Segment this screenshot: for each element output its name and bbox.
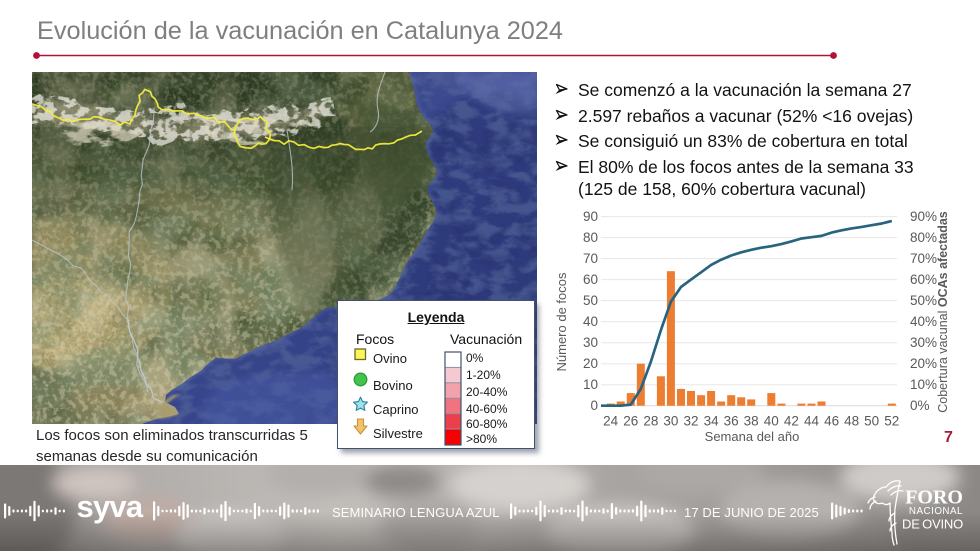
svg-text:20: 20 — [583, 356, 598, 371]
svg-text:40: 40 — [764, 414, 779, 429]
svg-text:0%: 0% — [910, 398, 930, 413]
svg-text:46: 46 — [824, 414, 839, 429]
svg-text:80%: 80% — [910, 230, 937, 245]
svg-text:10: 10 — [583, 377, 598, 392]
svg-text:Semana del año: Semana del año — [705, 429, 800, 444]
svg-text:34: 34 — [704, 414, 720, 429]
svg-text:70%: 70% — [910, 251, 937, 266]
svg-text:0: 0 — [590, 398, 598, 413]
svg-text:28: 28 — [643, 414, 658, 429]
svg-text:26: 26 — [623, 414, 638, 429]
svg-text:Número de focos: Número de focos — [554, 272, 569, 371]
svg-text:42: 42 — [784, 414, 799, 429]
svg-text:90: 90 — [583, 209, 598, 224]
svg-text:FORO: FORO — [905, 486, 963, 508]
svg-text:Cobertura vacunal OCAs afectad: Cobertura vacunal OCAs afectadas — [936, 211, 950, 413]
svg-text:32: 32 — [683, 414, 698, 429]
svg-text:30%: 30% — [910, 335, 937, 350]
svg-text:52: 52 — [884, 414, 899, 429]
svg-text:NACIONAL: NACIONAL — [909, 506, 963, 517]
svg-text:80: 80 — [583, 230, 598, 245]
svg-text:24: 24 — [603, 414, 619, 429]
svg-text:20%: 20% — [910, 356, 937, 371]
svg-text:60%: 60% — [910, 272, 937, 287]
svg-text:30: 30 — [663, 414, 678, 429]
svg-text:40%: 40% — [910, 314, 937, 329]
svg-text:50: 50 — [583, 293, 598, 308]
svg-text:44: 44 — [804, 414, 820, 429]
svg-text:50: 50 — [864, 414, 879, 429]
svg-text:70: 70 — [583, 251, 598, 266]
svg-text:60: 60 — [583, 272, 598, 287]
svg-text:30: 30 — [583, 335, 598, 350]
svg-text:DE OVINO: DE OVINO — [902, 517, 963, 532]
svg-text:48: 48 — [844, 414, 859, 429]
svg-text:50%: 50% — [910, 293, 937, 308]
svg-text:38: 38 — [744, 414, 759, 429]
svg-text:90%: 90% — [910, 209, 937, 224]
svg-text:10%: 10% — [910, 377, 937, 392]
svg-text:40: 40 — [583, 314, 598, 329]
svg-text:36: 36 — [724, 414, 739, 429]
